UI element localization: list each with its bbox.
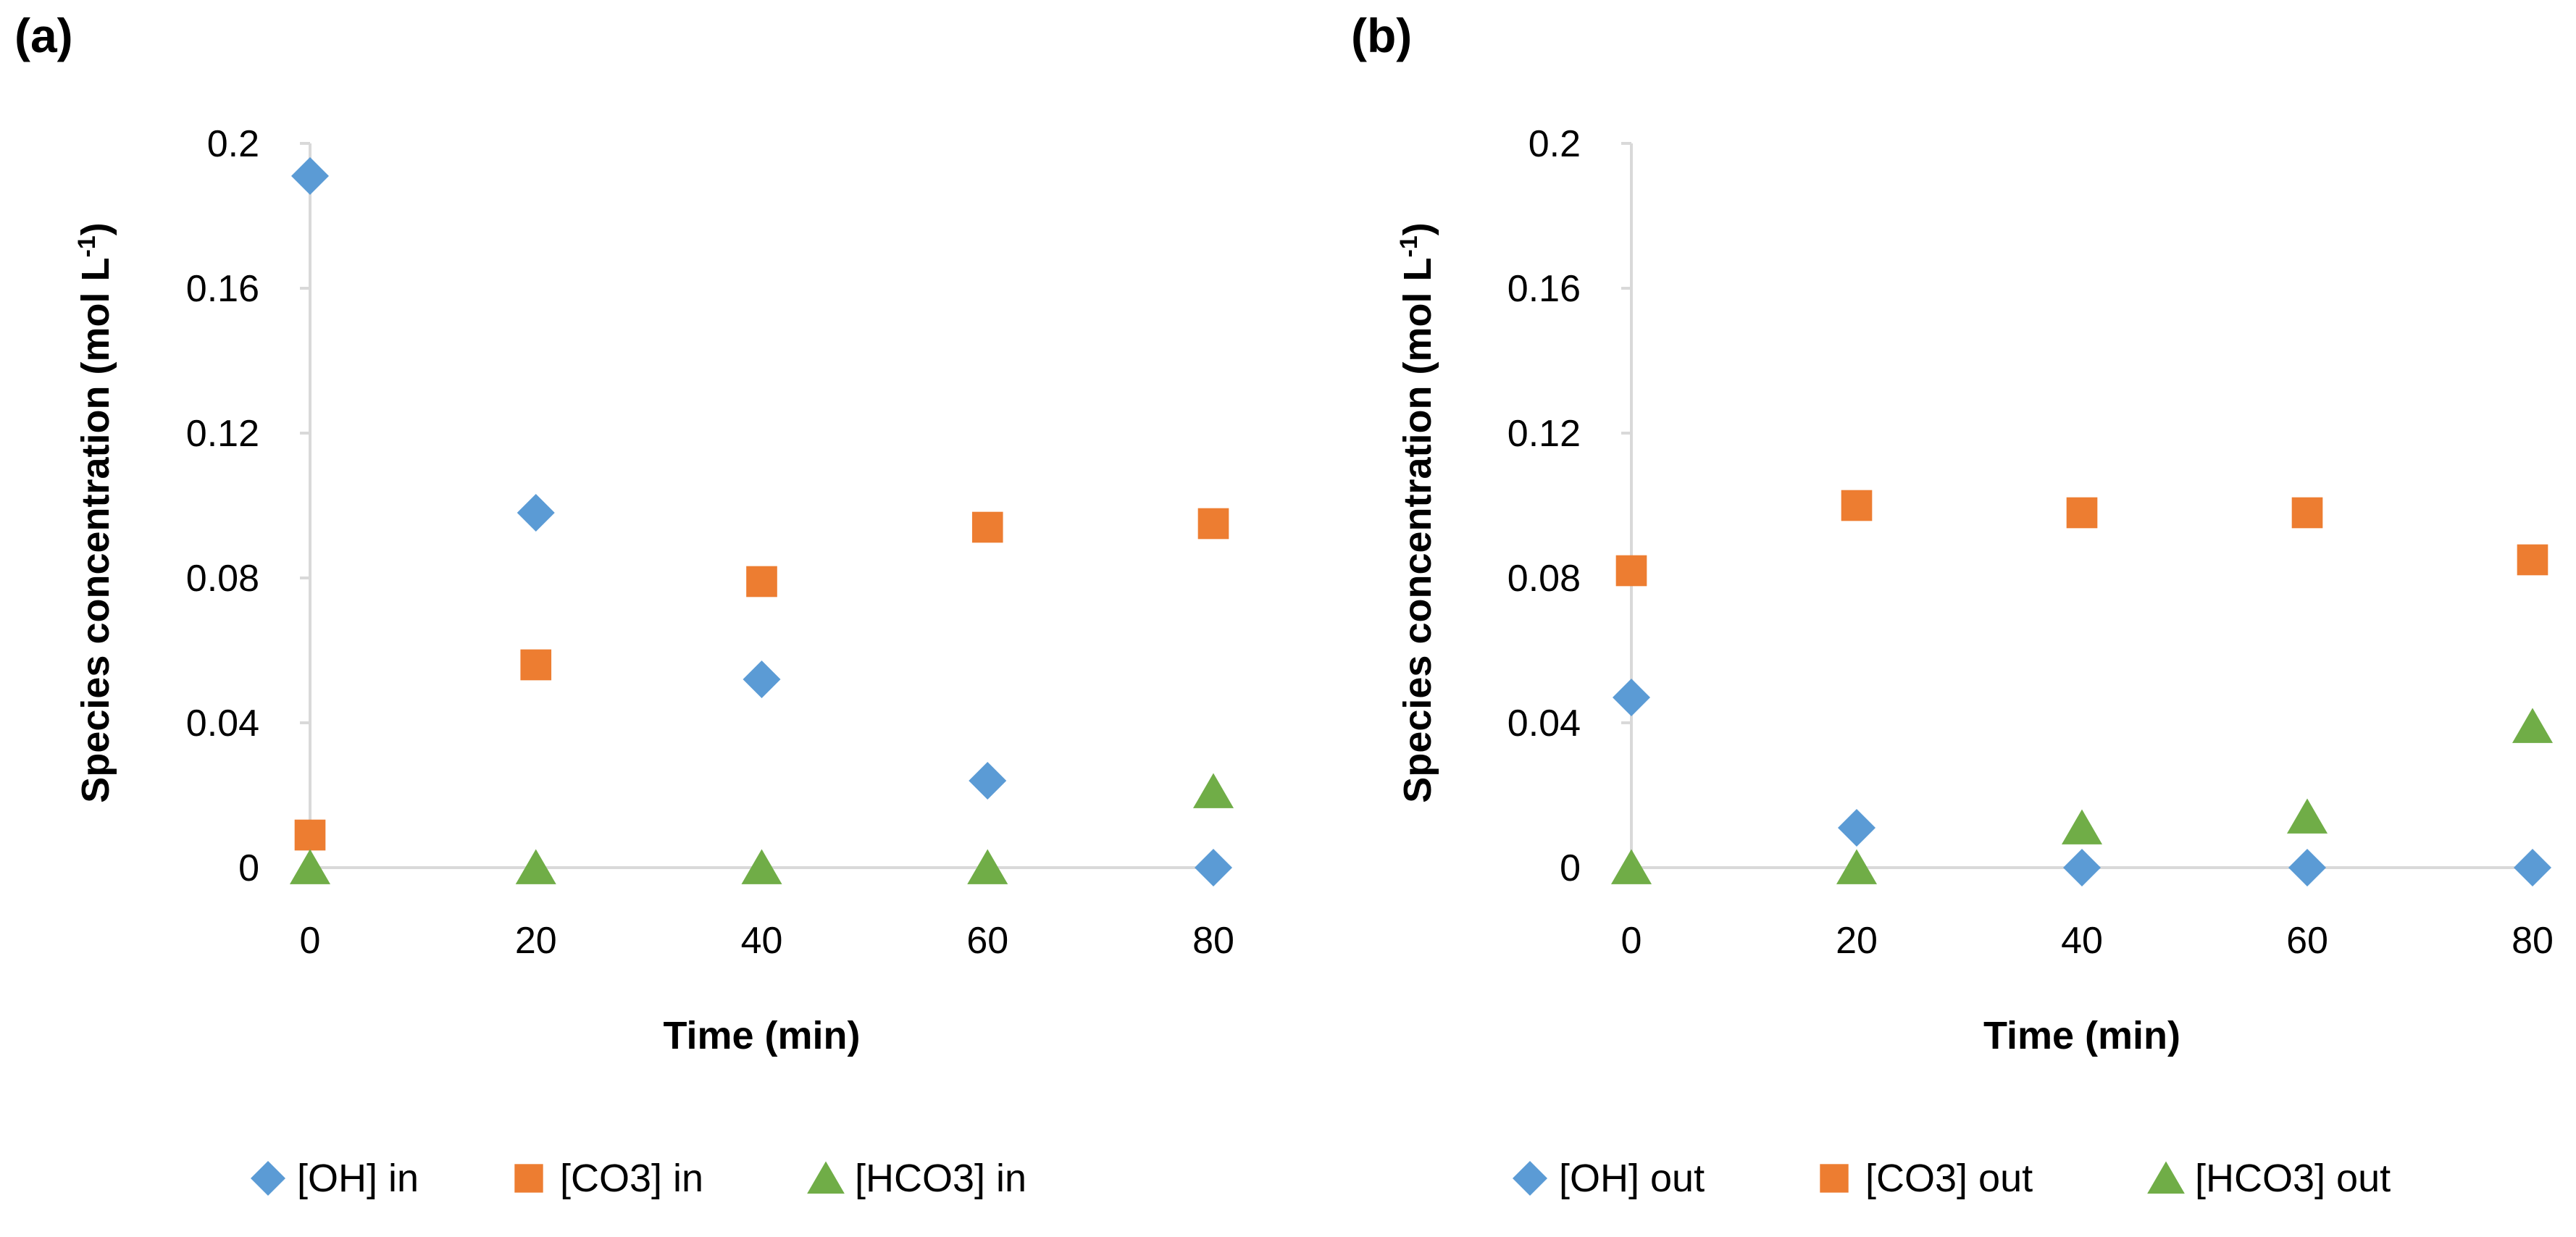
data-point-square [2066, 497, 2098, 529]
data-point-diamond [743, 661, 781, 698]
legend-marker-square [514, 1164, 543, 1193]
x-tick-label: 20 [515, 920, 557, 962]
y-tick-label: 0 [238, 847, 259, 889]
y-axis-title-close: ) [74, 222, 117, 235]
legend-marker-triangle [2147, 1161, 2185, 1194]
y-tick-label: 0 [1560, 847, 1581, 889]
y-tick-label: 0.2 [207, 123, 259, 165]
x-tick-label: 80 [1192, 920, 1234, 962]
y-axis-title-main: Species concentration (mol L [1396, 258, 1439, 803]
series-1 [1615, 490, 2548, 587]
data-point-diamond [291, 157, 329, 195]
legend-label: [HCO3] out [2195, 1157, 2391, 1200]
y-axis-title-main: Species concentration (mol L [74, 258, 117, 803]
data-point-diamond [2063, 849, 2101, 886]
y-tick-label: 0.16 [1507, 268, 1581, 310]
x-tick-label: 20 [1836, 920, 1878, 962]
data-point-triangle [741, 849, 782, 884]
y-axis-title-sup: -1 [1395, 235, 1423, 257]
data-point-square [294, 819, 326, 851]
legend-label: [OH] out [1559, 1157, 1705, 1200]
legend-label: [OH] in [297, 1157, 419, 1200]
data-point-square [520, 649, 552, 681]
y-tick-label: 0.12 [1507, 413, 1581, 455]
series-2 [289, 773, 1234, 884]
series-0 [291, 157, 1232, 886]
data-point-square [746, 566, 777, 597]
y-tick-label: 0.16 [186, 268, 259, 310]
x-axis-title: Time (min) [663, 1014, 860, 1057]
x-tick-label: 60 [966, 920, 1008, 962]
y-axis-title-close: ) [1396, 222, 1439, 235]
data-point-diamond [2288, 849, 2326, 886]
data-point-triangle [1192, 773, 1234, 808]
legend-marker-triangle [807, 1161, 845, 1194]
legend-label: [CO3] in [560, 1157, 703, 1200]
data-point-triangle [2286, 798, 2328, 834]
data-point-square [1197, 508, 1229, 540]
series-2 [1610, 708, 2554, 884]
data-point-diamond [517, 494, 555, 532]
chart-panel-0: (a) 0 0.04 0.08 0.12 0.16 0.2 0 20 40 60 80 Time (mi… [14, 9, 1234, 1200]
data-point-triangle [515, 849, 556, 884]
chart-panel-1: (b) 0 0.04 0.08 0.12 0.16 0.2 0 20 40 60 80 Time (mi… [1351, 9, 2554, 1200]
legend-marker-diamond [251, 1161, 285, 1196]
y-tick-label: 0.04 [186, 703, 259, 745]
legend-label: [CO3] out [1865, 1157, 2033, 1200]
y-tick-label: 0.04 [1507, 703, 1581, 745]
y-tick-label: 0.12 [186, 413, 259, 455]
data-point-triangle [2061, 809, 2103, 844]
data-point-square [2291, 497, 2323, 529]
data-point-square [1615, 555, 1647, 587]
x-tick-label: 40 [2061, 920, 2103, 962]
x-tick-label: 80 [2512, 920, 2554, 962]
data-point-square [2517, 544, 2548, 576]
data-point-diamond [1838, 809, 1875, 847]
data-point-diamond [1195, 849, 1232, 886]
data-point-triangle [289, 849, 331, 884]
data-point-diamond [1613, 679, 1650, 716]
legend-marker-diamond [1513, 1161, 1547, 1196]
y-axis-title-sup: -1 [73, 235, 101, 257]
y-axis-title: Species concentration (mol L-1) [73, 222, 117, 802]
data-point-triangle [967, 849, 1008, 884]
data-point-square [971, 511, 1003, 543]
x-tick-label: 0 [1621, 920, 1642, 962]
y-tick-label: 0.2 [1529, 123, 1581, 165]
data-point-triangle [1836, 849, 1878, 884]
panel-label: (b) [1351, 9, 1412, 62]
x-tick-label: 40 [741, 920, 783, 962]
series-0 [1613, 679, 2551, 886]
y-tick-label: 0.08 [186, 558, 259, 600]
y-tick-label: 0.08 [1507, 558, 1581, 600]
x-tick-label: 60 [2286, 920, 2328, 962]
legend-marker-square [1820, 1164, 1849, 1193]
y-axis-title: Species concentration (mol L-1) [1395, 222, 1439, 802]
data-point-triangle [1610, 849, 1652, 884]
data-point-diamond [2514, 849, 2551, 886]
x-tick-label: 0 [300, 920, 321, 962]
data-point-diamond [969, 762, 1007, 800]
series-1 [294, 508, 1229, 851]
data-point-square [1841, 490, 1873, 521]
data-point-triangle [2512, 708, 2554, 743]
legend-label: [HCO3] in [855, 1157, 1026, 1200]
panel-label: (a) [14, 9, 73, 62]
x-axis-title: Time (min) [1983, 1014, 2180, 1057]
